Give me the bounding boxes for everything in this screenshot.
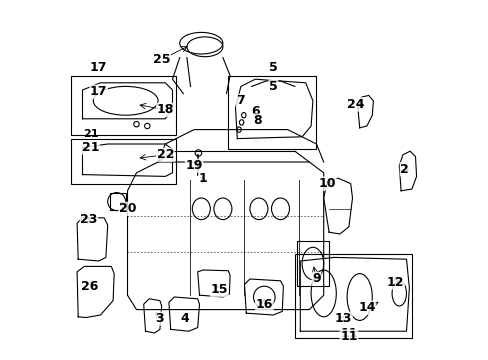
Text: 18: 18 [156, 103, 174, 116]
Bar [294, 254, 411, 338]
Text: 7: 7 [236, 94, 245, 107]
Text: 19: 19 [185, 159, 203, 172]
Text: 4: 4 [181, 312, 189, 325]
Text: 5: 5 [268, 80, 277, 93]
Bar [71, 76, 176, 135]
Text: 17: 17 [90, 61, 107, 74]
Text: 20: 20 [119, 202, 136, 215]
Text: 25: 25 [153, 53, 170, 66]
Text: 8: 8 [252, 114, 261, 127]
Bar [71, 139, 176, 184]
Text: 11: 11 [340, 330, 357, 343]
Text: 26: 26 [81, 280, 98, 293]
Text: 21: 21 [81, 141, 99, 154]
Text: 17: 17 [90, 85, 107, 98]
Text: 23: 23 [80, 213, 98, 226]
Text: 6: 6 [250, 105, 259, 118]
Text: 13: 13 [334, 312, 351, 325]
Text: 2: 2 [400, 163, 408, 176]
Bar [296, 241, 328, 286]
Text: 10: 10 [318, 177, 335, 190]
Text: 9: 9 [311, 273, 320, 285]
Bar [109, 193, 125, 210]
Text: 3: 3 [155, 312, 164, 325]
Text: 15: 15 [210, 283, 227, 296]
Bar [228, 76, 316, 149]
Text: 12: 12 [386, 276, 404, 289]
Text: 5: 5 [268, 61, 277, 74]
Text: 21: 21 [82, 129, 98, 139]
Text: 14: 14 [357, 301, 375, 314]
Text: 22: 22 [156, 148, 174, 161]
Text: 16: 16 [255, 298, 272, 311]
Text: 24: 24 [346, 98, 364, 111]
Text: 1: 1 [198, 172, 207, 185]
Text: 11: 11 [340, 327, 357, 340]
